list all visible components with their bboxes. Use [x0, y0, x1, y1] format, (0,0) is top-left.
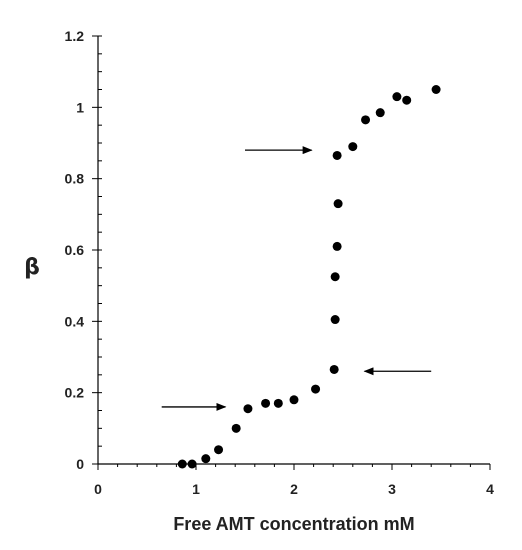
tick-labels: 0 1 2 3 4 0 0.2 0.4 0.6 0.8 1 1.2 — [65, 28, 495, 497]
y-tick-label: 0.2 — [65, 385, 85, 401]
x-tick-label: 2 — [290, 481, 298, 497]
x-axis-title: Free AMT concentration mM — [173, 514, 414, 534]
y-tick-label: 0.8 — [65, 171, 85, 187]
y-axis-title: β — [24, 255, 40, 280]
data-point — [333, 199, 343, 209]
data-point — [361, 115, 371, 125]
data-point — [261, 398, 271, 408]
data-point — [187, 459, 197, 469]
data-points — [177, 85, 441, 469]
y-tick-label: 0 — [76, 456, 84, 472]
data-point — [431, 85, 441, 94]
x-tick-label: 0 — [94, 481, 102, 497]
data-point — [231, 423, 241, 433]
data-point — [332, 150, 342, 160]
data-point — [330, 272, 340, 282]
chart-ticks — [92, 35, 491, 470]
data-point — [392, 92, 402, 102]
data-point — [201, 454, 211, 464]
data-point — [273, 398, 283, 408]
y-tick-label: 0.4 — [65, 313, 85, 329]
y-tick-label: 1.2 — [65, 28, 85, 44]
data-point — [177, 459, 187, 469]
x-tick-label: 3 — [388, 481, 396, 497]
y-tick-label: 1 — [76, 99, 84, 115]
data-point — [214, 445, 224, 455]
x-tick-label: 1 — [192, 481, 200, 497]
data-point — [348, 142, 358, 152]
annotation-arrows — [161, 146, 432, 411]
data-point — [329, 364, 339, 374]
y-tick-label: 0.6 — [65, 242, 85, 258]
data-point — [330, 315, 340, 325]
data-point — [289, 395, 299, 405]
data-point — [311, 384, 321, 394]
data-point — [402, 95, 412, 105]
data-point — [375, 108, 385, 118]
data-point — [243, 404, 253, 414]
data-point — [332, 241, 342, 251]
x-tick-label: 4 — [486, 481, 494, 497]
